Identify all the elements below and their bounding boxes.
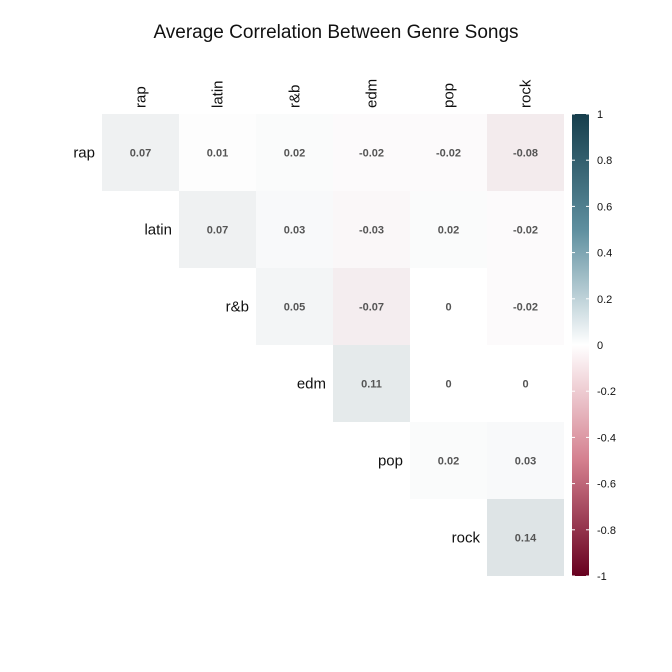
color-scale-tick-label: 1 — [597, 109, 603, 121]
heatmap-cell-rap-rock — [487, 114, 564, 191]
color-scale-bar — [572, 114, 589, 576]
heatmap-cell-latin-latin — [179, 191, 256, 268]
heatmap-cell-r-b-rock — [487, 268, 564, 345]
color-scale-tick-label: -1 — [597, 571, 607, 583]
heatmap-cells: 0.07 0.01 0.02 -0.02 -0.02 -0.08 0.07 0.03 -0.03… — [102, 114, 564, 576]
color-scale-tick-label: 0 — [597, 340, 603, 352]
cell-value-label: 0.01 — [207, 148, 228, 160]
heatmap-cell-latin-rock — [487, 191, 564, 268]
cell-value-label: 0.14 — [515, 533, 537, 545]
cell-value-label: 0 — [522, 379, 528, 391]
cell-value-label: 0 — [445, 379, 451, 391]
color-scale-legend: 1 0.8 0.6 0.4 0.2 0 -0.2 -0.4 -0.6 -0.8 -1 — [572, 109, 616, 583]
cell-value-label: 0.07 — [207, 225, 228, 237]
row-label-rock: rock — [452, 530, 481, 547]
heatmap-cell-latin-r-b — [256, 191, 333, 268]
cell-value-label: -0.07 — [359, 302, 384, 314]
cell-value-label: 0.02 — [438, 456, 459, 468]
color-scale-tick-label: 0.2 — [597, 294, 612, 306]
row-label-latin: latin — [144, 222, 172, 239]
cell-value-label: 0.07 — [130, 148, 151, 160]
color-scale-tick-label: -0.4 — [597, 432, 616, 444]
heatmap-cell-edm-edm — [333, 345, 410, 422]
color-scale-tick-label: -0.8 — [597, 525, 616, 537]
heatmap-cell-edm-pop — [410, 345, 487, 422]
column-label-pop: pop — [441, 83, 458, 108]
cell-value-label: 0 — [445, 302, 451, 314]
column-label-rap: rap — [133, 86, 150, 108]
heatmap-cell-r-b-pop — [410, 268, 487, 345]
heatmap-cell-r-b-r-b — [256, 268, 333, 345]
row-label-edm: edm — [297, 376, 326, 393]
color-scale-tick-label: -0.6 — [597, 479, 616, 491]
cell-value-label: -0.03 — [359, 225, 384, 237]
heatmap-cell-latin-pop — [410, 191, 487, 268]
cell-value-label: -0.02 — [513, 225, 538, 237]
color-scale-tick-label: -0.2 — [597, 386, 616, 398]
heatmap-cell-pop-pop — [410, 422, 487, 499]
cell-value-label: 0.02 — [284, 148, 305, 160]
color-scale-tick-label: 0.8 — [597, 155, 612, 167]
heatmap-cell-pop-rock — [487, 422, 564, 499]
color-scale-tick-label: 0.4 — [597, 248, 612, 260]
cell-value-label: -0.02 — [359, 148, 384, 160]
row-label-rap: rap — [73, 145, 95, 162]
cell-value-label: 0.03 — [284, 225, 305, 237]
heatmap-cell-r-b-edm — [333, 268, 410, 345]
cell-value-label: -0.02 — [436, 148, 461, 160]
cell-value-label: -0.08 — [513, 148, 538, 160]
row-label-r-b: r&b — [226, 299, 249, 316]
heatmap-cell-latin-edm — [333, 191, 410, 268]
heatmap-cell-rap-pop — [410, 114, 487, 191]
heatmap-cell-rap-rap — [102, 114, 179, 191]
cell-value-label: 0.02 — [438, 225, 459, 237]
heatmap-cell-rap-r-b — [256, 114, 333, 191]
column-label-latin: latin — [210, 80, 227, 108]
heatmap-cell-rock-rock — [487, 499, 564, 576]
heatmap-cell-rap-latin — [179, 114, 256, 191]
row-labels: rap latin r&b edm pop rock — [73, 145, 480, 547]
cell-value-label: 0.05 — [284, 302, 305, 314]
heatmap-cell-rap-edm — [333, 114, 410, 191]
color-scale-tick-label: 0.6 — [597, 201, 612, 213]
row-label-pop: pop — [378, 453, 403, 470]
column-label-edm: edm — [364, 79, 381, 108]
cell-value-label: 0.03 — [515, 456, 536, 468]
cell-value-label: 0.11 — [361, 379, 382, 391]
cell-value-label: -0.02 — [513, 302, 538, 314]
column-labels: rap latin r&b edm pop rock — [133, 79, 535, 108]
heatmap-cell-edm-rock — [487, 345, 564, 422]
chart-title: Average Correlation Between Genre Songs — [153, 22, 518, 43]
column-label-rock: rock — [518, 79, 535, 108]
column-label-r-b: r&b — [287, 85, 304, 108]
